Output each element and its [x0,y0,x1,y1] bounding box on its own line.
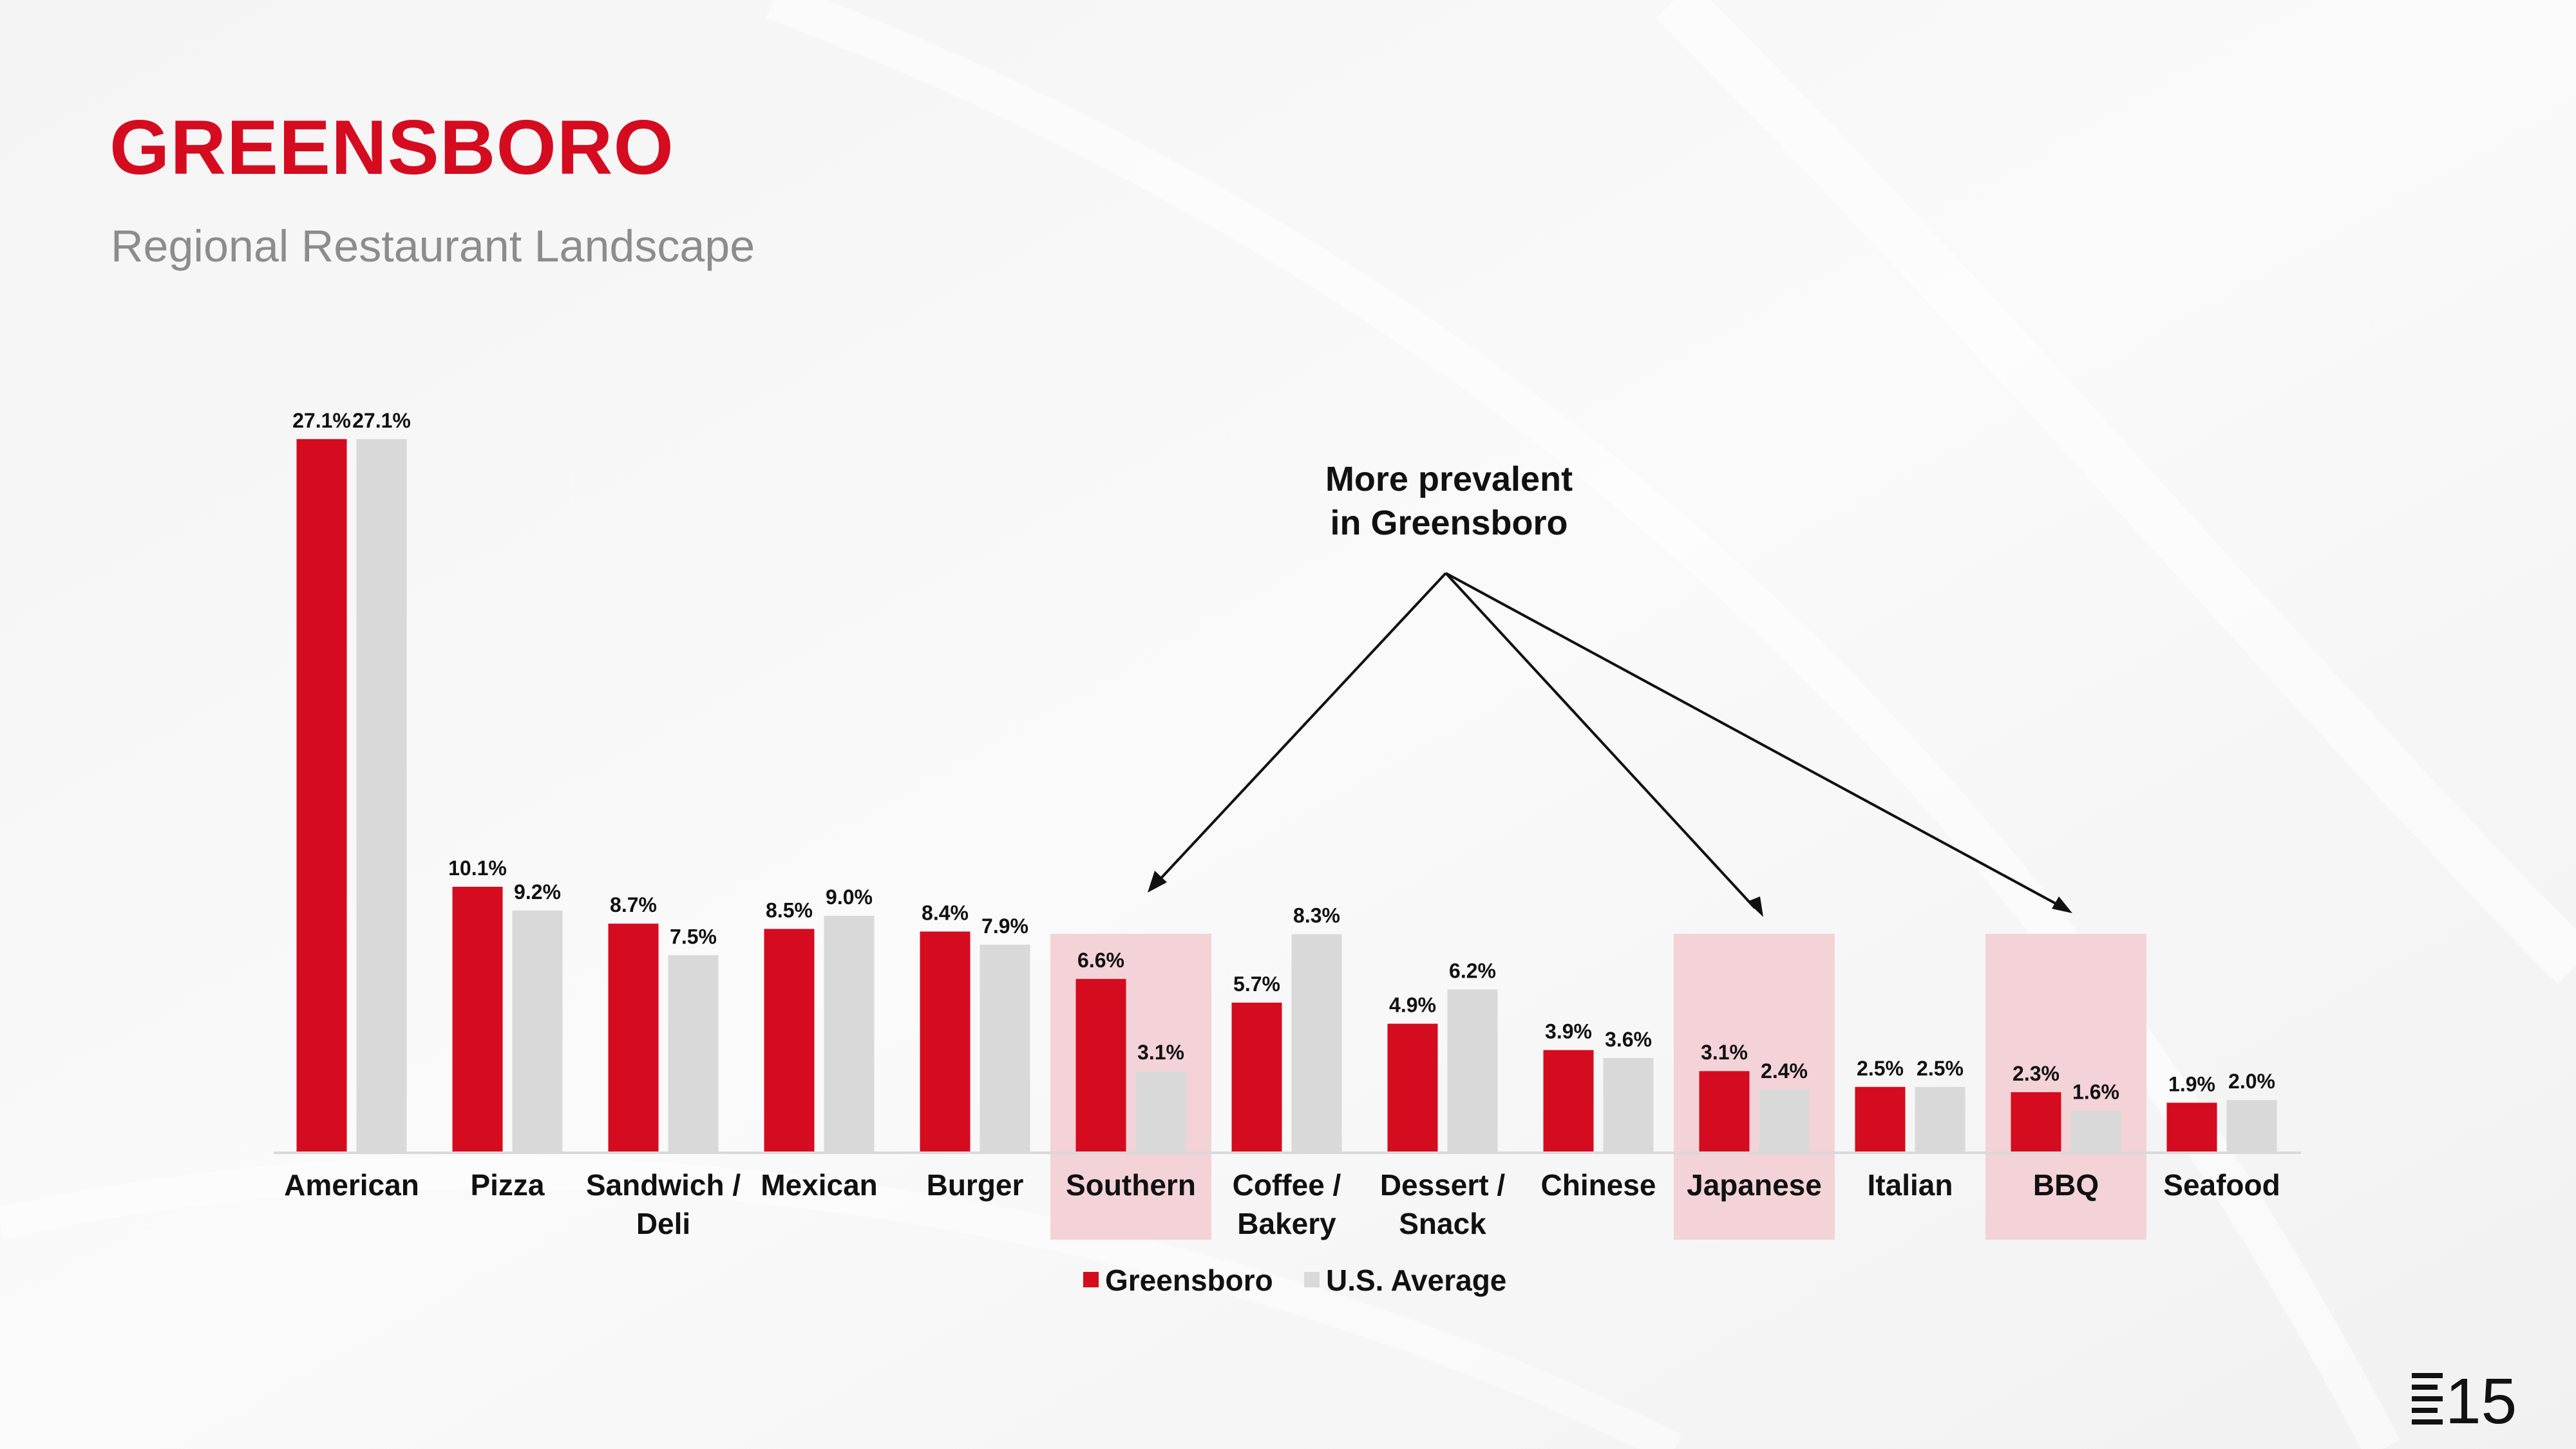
bar-japanese-us-average [1759,1089,1810,1153]
page-title: GREENSBORO [109,104,674,191]
arrow-to-bbq [1445,572,2065,909]
data-label: 8.7% [610,893,657,916]
arrowhead-southern [1148,871,1167,893]
data-label: 2.5% [1917,1057,1964,1080]
page-subtitle: Regional Restaurant Landscape [111,221,755,271]
data-label: 3.1% [1701,1041,1748,1064]
category-label: Bakery [1237,1207,1336,1240]
legend-swatch-us-average [1304,1272,1320,1287]
callout-line: in Greensboro [1330,504,1568,542]
bar-american-us-average [356,439,407,1153]
legend-label-us-average: U.S. Average [1326,1264,1506,1297]
bar-american-greensboro [296,439,347,1153]
bar-seafood-us-average [2226,1100,2277,1153]
data-label: 2.0% [2228,1070,2275,1093]
bar-southern-greensboro [1075,979,1126,1153]
category-label: Seafood [2163,1168,2280,1202]
callout-arrows [1155,572,2065,909]
data-label: 27.1% [292,409,351,432]
category-label: BBQ [2033,1168,2099,1202]
data-label: 27.1% [352,409,411,432]
legend-swatch-greensboro [1083,1272,1099,1287]
data-label: 2.5% [1857,1057,1904,1080]
category-label: Burger [927,1168,1024,1202]
arrowhead-bbq [2052,896,2072,913]
e15-logo: 15 [2412,1372,2517,1426]
data-label: 10.1% [448,857,507,880]
bar-burger-us-average [980,944,1030,1153]
category-label: Japanese [1687,1168,1822,1202]
category-label: Mexican [761,1168,878,1202]
bar-sandwich-deli-us-average [668,955,719,1153]
category-label: Snack [1399,1207,1486,1240]
bar-pizza-greensboro [452,886,503,1153]
data-label: 6.2% [1449,959,1496,982]
data-label: 8.3% [1293,904,1340,927]
chart-legend: Greensboro U.S. Average [1083,1264,1506,1297]
bar-coffee-bakery-us-average [1291,934,1342,1153]
bar-chinese-us-average [1603,1057,1654,1153]
arrow-to-southern [1155,572,1447,885]
data-label: 6.6% [1077,949,1124,972]
legend-label-greensboro: Greensboro [1105,1264,1273,1297]
callout-text: More prevalent in Greensboro [1217,457,1681,545]
data-label: 3.1% [1137,1041,1184,1064]
category-label: Dessert / [1380,1168,1506,1202]
data-label: 3.9% [1545,1020,1592,1043]
arrowhead-japanese [1747,896,1763,917]
bar-southern-us-average [1135,1071,1186,1153]
data-label: 1.6% [2072,1081,2119,1104]
bar-japanese-greensboro [1699,1071,1750,1153]
category-label: American [284,1168,419,1202]
highlight-box-bbq [1985,934,2146,1240]
bar-mexican-us-average [824,915,875,1153]
data-label: 7.9% [981,914,1028,938]
data-label: 1.9% [2168,1072,2215,1095]
bar-dessert-snack-greensboro [1387,1023,1438,1153]
category-label: Coffee / [1233,1168,1341,1202]
category-label: Pizza [470,1168,544,1202]
data-label: 8.5% [766,898,813,922]
data-label: 2.4% [1761,1059,1808,1083]
bar-pizza-us-average [512,910,563,1153]
chart-labels: 27.1% 27.1% American 10.1% 9.2% Pizza 8.7% 7.5%… [284,409,2280,1240]
bar-bbq-us-average [2070,1110,2121,1153]
arrow-to-japanese [1444,572,1756,909]
category-label: Sandwich / [586,1168,741,1202]
bar-seafood-greensboro [2166,1103,2217,1153]
data-label: 3.6% [1605,1028,1652,1051]
data-label: 2.3% [2012,1062,2060,1085]
data-label: 8.4% [922,902,969,925]
bar-chinese-greensboro [1543,1050,1594,1153]
bar-mexican-greensboro [764,929,815,1153]
category-label: Chinese [1541,1168,1656,1202]
data-label: 5.7% [1233,972,1280,996]
data-label: 7.5% [670,925,717,948]
data-label: 9.0% [826,886,873,909]
bar-italian-us-average [1915,1086,1965,1153]
chart-bars [296,439,2277,1153]
bar-bbq-greensboro [2011,1092,2061,1153]
bar-burger-greensboro [920,931,971,1153]
bar-coffee-bakery-greensboro [1231,1002,1282,1153]
category-label: Deli [636,1207,690,1240]
svg-text:15: 15 [2445,1372,2517,1426]
data-label: 9.2% [514,880,561,904]
bar-dessert-snack-us-average [1447,989,1498,1153]
category-label: Italian [1868,1168,1953,1202]
bar-sandwich-deli-greensboro [608,923,659,1153]
category-label: Southern [1066,1168,1196,1202]
bar-italian-greensboro [1855,1086,1906,1153]
callout-line: More prevalent [1325,460,1573,498]
data-label: 4.9% [1389,994,1436,1017]
